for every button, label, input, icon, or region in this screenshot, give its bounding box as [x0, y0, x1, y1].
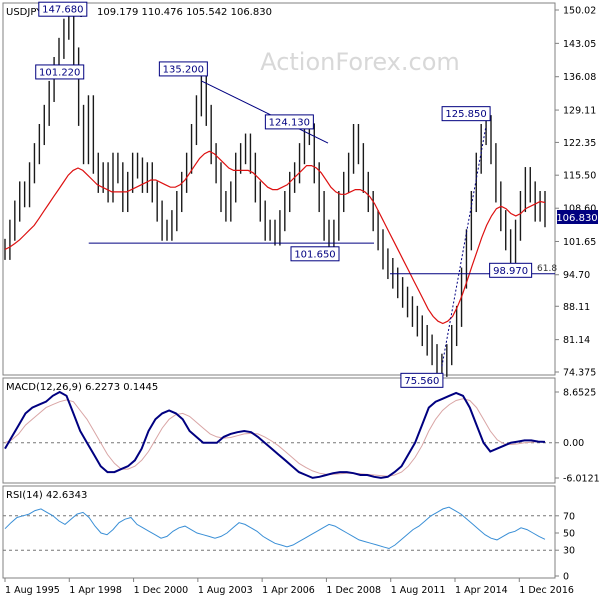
price-level-label: 101.220 [39, 67, 80, 78]
price-level-label: 75.560 [404, 376, 439, 387]
macd-line [4, 390, 546, 479]
rsi-y-tick-label: 30 [563, 546, 575, 557]
rsi-y-tick-label: 0 [563, 572, 569, 583]
price-level-label: 124.130 [269, 117, 310, 128]
watermark-text: ActionForex.com [260, 48, 460, 76]
price-y-tick-label: 81.14 [563, 335, 590, 346]
y-axis-layer: 150.02 143.05 136.08 129.11 122.35 115.50 108.… [555, 6, 600, 583]
x-tick-label: 1 Dec 2000 [134, 585, 189, 596]
x-tick-label: 1 Apr 2006 [262, 585, 315, 596]
price-level-label: 147.680 [42, 5, 83, 16]
macd-y-tick-label: -6.0121 [563, 474, 600, 485]
x-tick-label: 1 Aug 2003 [198, 585, 253, 596]
rally-line [441, 125, 487, 367]
price-level-box [158, 61, 208, 77]
price-y-tick-label: 94.70 [563, 270, 590, 281]
price-level-box [264, 114, 314, 130]
annotation-layer: 61.8 147.680 135.200 124.130 125.850 101.220 1… [35, 1, 557, 388]
price-y-tick-label: 101.65 [563, 237, 596, 248]
rsi-line [4, 506, 546, 550]
current-price-marker [557, 210, 598, 224]
macd-panel-title: MACD(12,26,9) 6.2273 0.1445 [6, 382, 158, 393]
x-tick-label: 1 Dec 2008 [326, 585, 381, 596]
signal-line [4, 398, 545, 477]
price-level-box [400, 372, 444, 388]
macd-y-tick-label: 8.6525 [563, 388, 596, 399]
x-tick-label: 1 Aug 2011 [391, 585, 446, 596]
rsi-panel-title: RSI(14) 42.6343 [6, 490, 87, 501]
rsi-layer [3, 506, 555, 551]
x-tick-label: 1 Apr 1998 [69, 585, 122, 596]
price-level-box [489, 262, 533, 278]
price-level-box [290, 246, 340, 262]
current-price-label: 106.830 [556, 213, 597, 224]
price-y-tick-label: 122.35 [563, 138, 596, 149]
rsi-y-tick-label: 70 [563, 511, 575, 522]
price-level-box [38, 1, 88, 17]
price-level-label: 98.970 [493, 266, 528, 277]
price-ohlc-readout: 109.179 110.476 105.542 106.830 [97, 7, 272, 18]
macd-layer [3, 390, 555, 479]
fib-label: 61.8 [537, 264, 557, 274]
price-level-label: 125.850 [445, 109, 486, 120]
price-level-box [35, 64, 85, 80]
price-y-tick-label: 108.60 [563, 204, 596, 215]
price-y-tick-label: 136.08 [563, 72, 596, 83]
x-tick-label: 1 Aug 1995 [5, 585, 60, 596]
rsi-panel-frame [2, 485, 556, 579]
price-y-tick-label: 150.02 [563, 6, 596, 17]
price-panel-frame [2, 2, 556, 376]
x-tick-label: 1 Dec 2016 [519, 585, 574, 596]
price-y-tick-label: 88.11 [563, 302, 590, 313]
rsi-y-tick-label: 50 [563, 529, 575, 540]
macd-panel-frame [2, 377, 556, 484]
price-y-tick-label: 74.375 [563, 368, 596, 379]
trend-line [201, 80, 329, 144]
price-level-box [441, 106, 491, 122]
price-layer [4, 10, 546, 377]
x-tick-label: 1 Apr 2014 [455, 585, 508, 596]
x-axis-layer: 1 Aug 1995 1 Apr 1998 1 Dec 2000 1 Aug 2003… [4, 578, 574, 596]
macd-y-tick-label: 0.00 [563, 438, 584, 449]
price-y-tick-label: 129.11 [563, 106, 596, 117]
price-level-label: 101.650 [294, 249, 335, 260]
price-level-label: 135.200 [163, 64, 204, 75]
price-y-tick-label: 143.05 [563, 39, 596, 50]
sma-line [4, 150, 546, 325]
price-y-tick-label: 115.50 [563, 171, 596, 182]
